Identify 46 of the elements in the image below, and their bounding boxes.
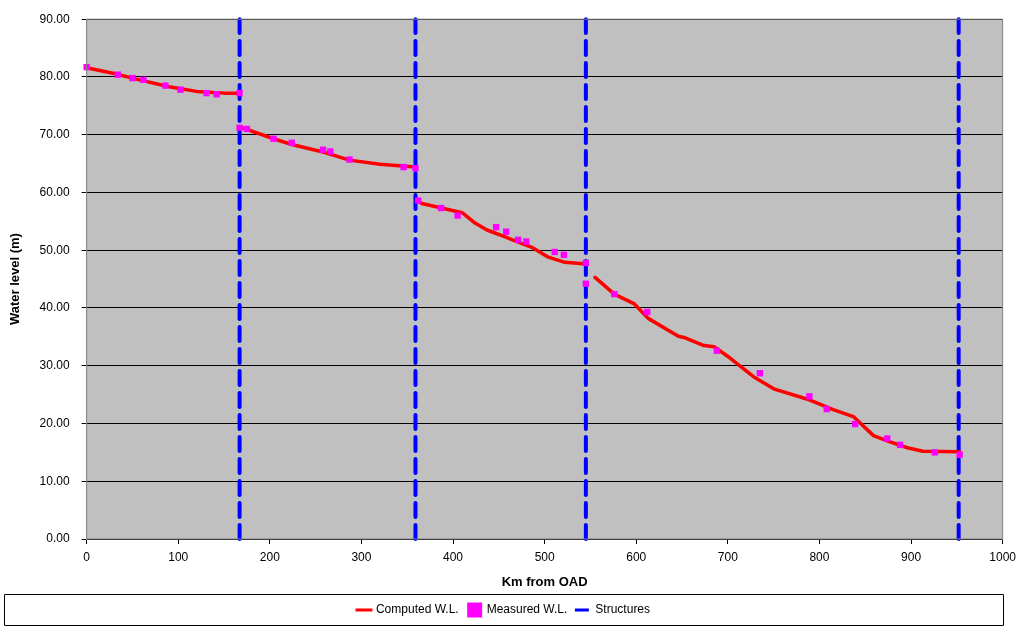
- legend-label: Computed W.L.: [375, 602, 459, 617]
- x-tick-label: 300: [351, 549, 372, 564]
- point: [931, 449, 939, 456]
- y-tick-label: 80.00: [39, 69, 70, 84]
- point: [884, 435, 891, 442]
- y-tick-label: 0.00: [46, 531, 70, 546]
- x-axis-title: Km from OAD: [501, 573, 588, 589]
- y-tick-label: 20.00: [39, 415, 70, 430]
- point: [140, 76, 147, 84]
- point: [177, 86, 184, 93]
- point: [236, 89, 243, 97]
- point: [114, 71, 121, 78]
- point: [415, 197, 422, 204]
- x-tick-label: 100: [168, 549, 189, 564]
- point: [327, 148, 334, 155]
- point: [412, 165, 419, 172]
- point: [236, 124, 243, 131]
- point: [956, 451, 963, 458]
- x-tick-label: 200: [259, 549, 281, 564]
- y-tick-label: 60.00: [39, 184, 70, 199]
- point: [203, 89, 210, 97]
- y-tick-label: 90.00: [39, 11, 70, 26]
- point: [454, 212, 461, 219]
- point: [162, 82, 169, 89]
- x-tick-label: 400: [443, 549, 464, 564]
- legend-label: Structures: [595, 602, 651, 617]
- y-axis-title: Water level (m): [7, 233, 23, 326]
- y-tick-label: 70.00: [39, 127, 70, 142]
- y-tick-label: 50.00: [39, 242, 70, 257]
- x-tick-label: 800: [809, 549, 830, 564]
- y-tick-label: 10.00: [39, 473, 70, 488]
- point: [806, 393, 813, 400]
- x-tick-label: 1000: [989, 549, 1017, 564]
- y-tick-label: 30.00: [39, 358, 70, 373]
- y-tick-label: 40.00: [39, 300, 70, 315]
- point: [129, 74, 136, 82]
- x-tick-label: 0: [83, 549, 91, 564]
- legend-label: Measured W.L.: [486, 602, 568, 617]
- point: [346, 156, 353, 163]
- x-tick-label: 900: [901, 549, 922, 564]
- x-tick-label: 500: [534, 549, 555, 564]
- x-tick-label: 600: [626, 549, 647, 564]
- x-tick-label: 700: [717, 549, 739, 564]
- point: [523, 238, 530, 245]
- point: [270, 135, 277, 142]
- point: [400, 163, 407, 171]
